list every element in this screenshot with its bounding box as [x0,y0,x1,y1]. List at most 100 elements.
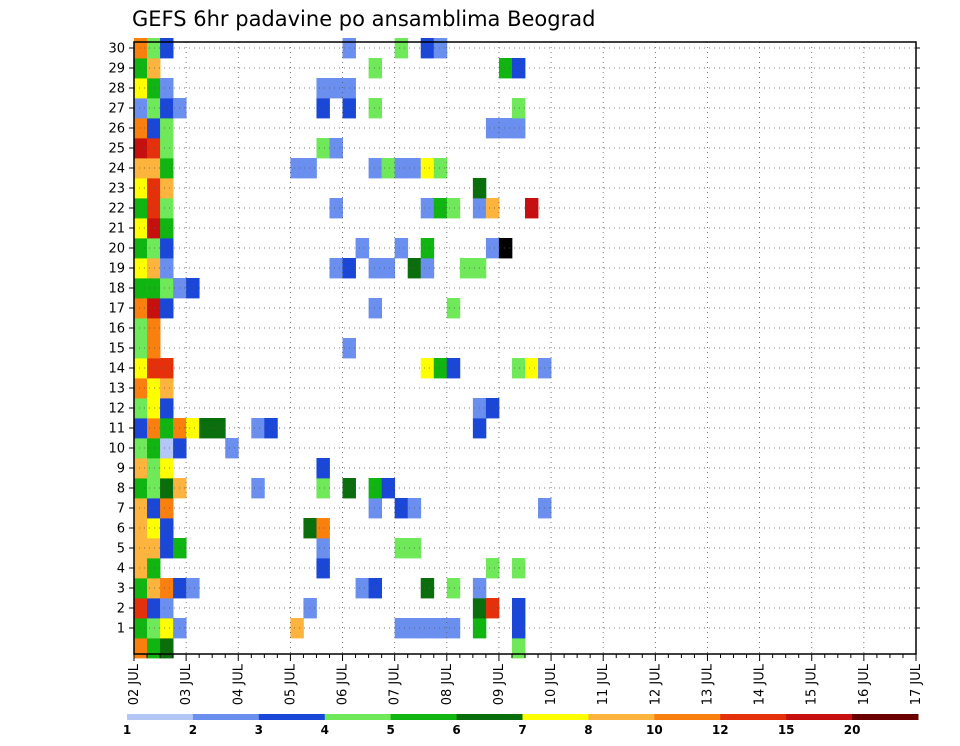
legend-swatch [390,714,458,720]
precip-cell [134,178,148,199]
precip-cell [134,378,148,399]
x-tick-label: 02 JUL [127,663,142,705]
precip-cell [420,258,435,279]
precip-cell [290,158,304,179]
y-tick-label: 7 [117,502,125,517]
y-tick-label: 18 [108,282,125,297]
precip-cell [147,98,161,119]
precip-cell [160,618,174,639]
precip-cell [134,238,148,259]
precip-cell [316,538,330,559]
legend-swatch [456,714,523,720]
precip-cell [212,418,226,439]
precip-cell [160,258,174,279]
precip-cell [329,78,343,99]
precip-cell [160,358,174,379]
y-tick-label: 21 [108,222,125,237]
precip-cell [134,218,148,239]
precip-cell [186,418,200,439]
precip-cell [160,298,174,319]
precip-cell [329,258,343,279]
precip-cell [420,38,435,59]
precip-cell [160,538,174,559]
precip-cell [160,518,174,539]
precip-cell [381,478,396,499]
legend-label: 15 [778,723,795,737]
legend-swatch [786,714,853,720]
precip-cell [303,158,317,179]
precip-cell [147,458,161,479]
x-tick-label: 08 JUL [440,663,455,705]
precip-cell [420,578,435,599]
y-tick-label: 28 [108,82,125,97]
precip-cell [147,278,161,299]
y-tick-label: 17 [108,302,125,317]
y-axis: 1234567891011121314151617181920212223242… [108,42,920,637]
precip-cell [368,58,383,79]
precip-cell [394,538,409,559]
y-tick-label: 5 [117,542,125,557]
precip-cell [329,138,343,159]
precip-cell [147,498,161,519]
legend-label: 12 [712,723,729,737]
cells-layer [134,38,552,659]
precip-cell [147,418,161,439]
legend-swatch [852,714,919,720]
precip-cell [147,538,161,559]
precip-cell [147,598,161,619]
precip-cell [134,298,148,319]
precip-cell [368,298,383,319]
legend-swatch [258,714,326,720]
x-axis: 02 JUL 03 JUL 04 JUL 05 JUL 06 JUL 07 JUL 08 J… [127,654,924,705]
precip-cell [134,198,148,219]
precip-cell [134,578,148,599]
precip-cell [316,98,330,119]
precip-cell [160,38,174,59]
precip-cell [160,138,174,159]
legend-swatch [324,714,392,720]
precip-cell [147,398,161,419]
y-tick-label: 16 [108,322,125,337]
precip-cell [511,98,526,119]
precip-cell [160,118,174,139]
x-tick-label: 16 JUL [857,663,872,705]
y-tick-label: 26 [108,122,125,137]
precip-cell [485,198,500,219]
y-tick-label: 25 [108,142,125,157]
precip-cell [147,78,161,99]
precip-cell [134,558,148,579]
y-tick-label: 14 [108,362,125,377]
precip-cell [485,398,500,419]
y-tick-label: 15 [108,342,125,357]
precip-cell [498,238,513,259]
precip-cell [160,478,174,499]
precip-cell [134,138,148,159]
precip-cell [368,578,383,599]
precip-cell [433,618,448,639]
precip-cell [511,558,526,579]
precip-cell [511,638,526,659]
precip-cell [485,598,500,619]
precip-cell [147,318,161,339]
legend-swatch [720,714,787,720]
precip-cell [394,158,409,179]
precip-cell [329,198,343,219]
chart-title: GEFS 6hr padavine po ansamblima Beograd [132,7,595,31]
precip-cell [134,118,148,139]
precip-cell [147,118,161,139]
precip-cell [186,278,200,299]
legend-label: 20 [844,723,861,737]
x-tick-label: 17 JUL [909,663,924,705]
x-tick-label: 09 JUL [492,663,507,705]
y-tick-label: 10 [108,442,125,457]
x-tick-label: 03 JUL [179,663,194,705]
precip-cell [134,498,148,519]
color-legend: 1 2 3 4 5 6 7 8 10 12 15 20 [123,714,919,737]
precip-cell [264,418,278,439]
precip-cell [147,58,161,79]
precip-cell [303,518,317,539]
precip-cell [147,558,161,579]
y-tick-label: 12 [108,402,125,417]
